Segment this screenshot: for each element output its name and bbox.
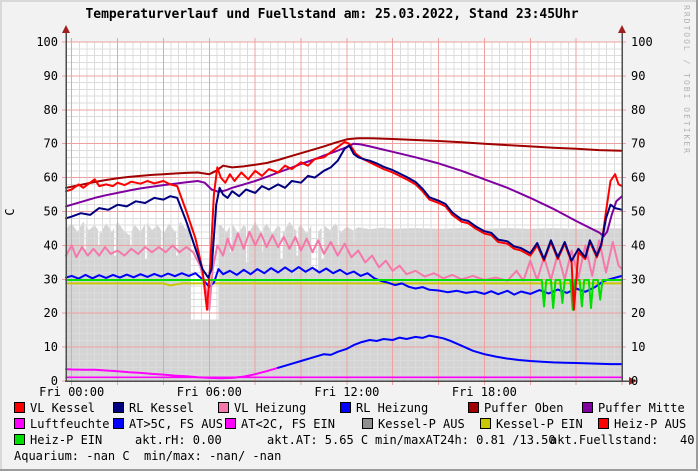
svg-text:Fri 18:00: Fri 18:00	[452, 385, 517, 399]
svg-text:100: 100	[36, 35, 58, 49]
svg-text:40: 40	[44, 238, 58, 252]
svg-text:90: 90	[44, 69, 58, 83]
svg-text:80: 80	[631, 103, 645, 117]
rrdtool-watermark: RRDTOOL / TOBI OETIKER	[682, 5, 691, 155]
svg-text:0: 0	[631, 374, 638, 388]
svg-text:40: 40	[631, 238, 645, 252]
svg-text:10: 10	[44, 340, 58, 354]
svg-text:80: 80	[44, 103, 58, 117]
bevel-top	[0, 0, 698, 2]
bevel-left	[0, 0, 2, 471]
svg-text:50: 50	[44, 205, 58, 219]
svg-text:0: 0	[51, 374, 58, 388]
chart-title: Temperaturverlauf und Fuellstand am: 25.…	[85, 7, 579, 22]
svg-text:Fri 12:00: Fri 12:00	[314, 385, 379, 399]
svg-text:70: 70	[44, 137, 58, 151]
svg-text:90: 90	[631, 69, 645, 83]
svg-text:70: 70	[631, 137, 645, 151]
svg-text:30: 30	[44, 272, 58, 286]
svg-text:100: 100	[631, 35, 653, 49]
svg-text:20: 20	[44, 306, 58, 320]
svg-text:60: 60	[44, 171, 58, 185]
bevel-bottom	[0, 469, 698, 471]
svg-text:30: 30	[631, 272, 645, 286]
svg-text:50: 50	[631, 205, 645, 219]
svg-text:C: C	[3, 208, 17, 215]
bevel-right	[696, 0, 698, 471]
svg-text:20: 20	[631, 306, 645, 320]
svg-text:60: 60	[631, 171, 645, 185]
svg-text:Fri 00:00: Fri 00:00	[39, 385, 104, 399]
svg-text:Fri 06:00: Fri 06:00	[177, 385, 242, 399]
svg-text:10: 10	[631, 340, 645, 354]
